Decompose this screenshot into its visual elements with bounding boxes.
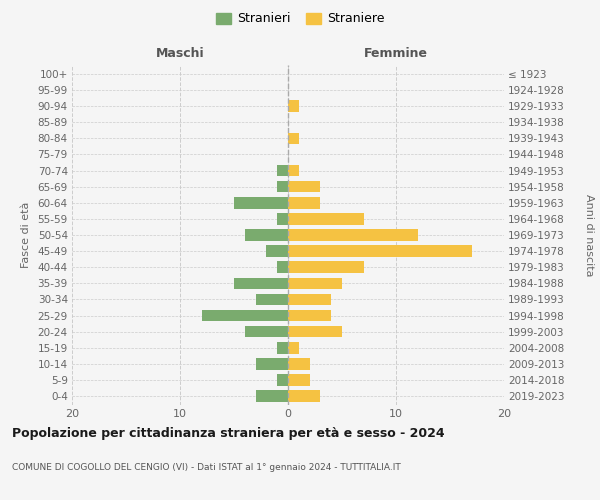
Bar	[277, 213, 288, 224]
Y-axis label: Anni di nascita: Anni di nascita	[584, 194, 595, 276]
Bar	[288, 326, 342, 338]
Bar	[288, 213, 364, 224]
Bar	[277, 374, 288, 386]
Bar	[288, 132, 299, 144]
Bar	[288, 374, 310, 386]
Bar	[288, 310, 331, 322]
Bar	[256, 294, 288, 306]
Bar	[288, 262, 364, 273]
Bar	[288, 197, 320, 208]
Bar	[288, 164, 299, 176]
Bar	[245, 229, 288, 241]
Bar	[277, 164, 288, 176]
Bar	[234, 278, 288, 289]
Bar	[288, 100, 299, 112]
Bar	[256, 390, 288, 402]
Text: Popolazione per cittadinanza straniera per età e sesso - 2024: Popolazione per cittadinanza straniera p…	[12, 428, 445, 440]
Bar	[266, 246, 288, 257]
Bar	[288, 246, 472, 257]
Bar	[234, 197, 288, 208]
Bar	[245, 326, 288, 338]
Bar	[288, 229, 418, 241]
Bar	[277, 342, 288, 353]
Bar	[288, 181, 320, 192]
Bar	[277, 181, 288, 192]
Bar	[288, 390, 320, 402]
Bar	[202, 310, 288, 322]
Bar	[288, 358, 310, 370]
Y-axis label: Fasce di età: Fasce di età	[20, 202, 31, 268]
Bar	[288, 342, 299, 353]
Legend: Stranieri, Straniere: Stranieri, Straniere	[212, 8, 388, 29]
Bar	[288, 278, 342, 289]
Bar	[256, 358, 288, 370]
Text: COMUNE DI COGOLLO DEL CENGIO (VI) - Dati ISTAT al 1° gennaio 2024 - TUTTITALIA.I: COMUNE DI COGOLLO DEL CENGIO (VI) - Dati…	[12, 462, 401, 471]
Bar	[288, 294, 331, 306]
Bar	[277, 262, 288, 273]
Text: Maschi: Maschi	[155, 47, 205, 60]
Text: Femmine: Femmine	[364, 47, 428, 60]
